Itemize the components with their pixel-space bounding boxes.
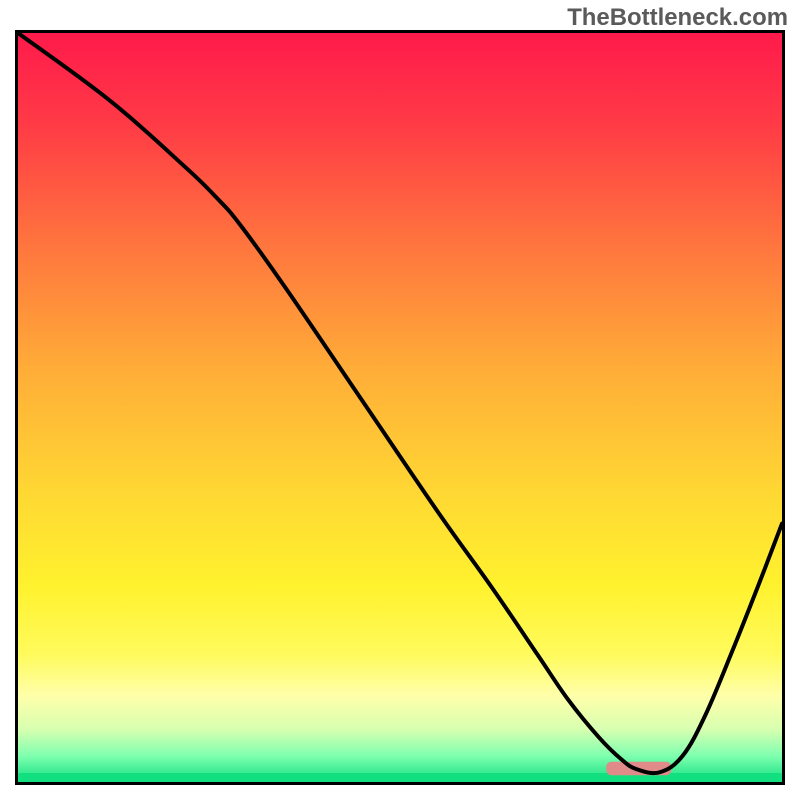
chart-container: TheBottleneck.com xyxy=(0,0,800,800)
plot-svg xyxy=(15,30,785,785)
plot-area xyxy=(15,30,785,785)
gradient-background xyxy=(18,33,782,782)
watermark-text: TheBottleneck.com xyxy=(567,4,788,32)
